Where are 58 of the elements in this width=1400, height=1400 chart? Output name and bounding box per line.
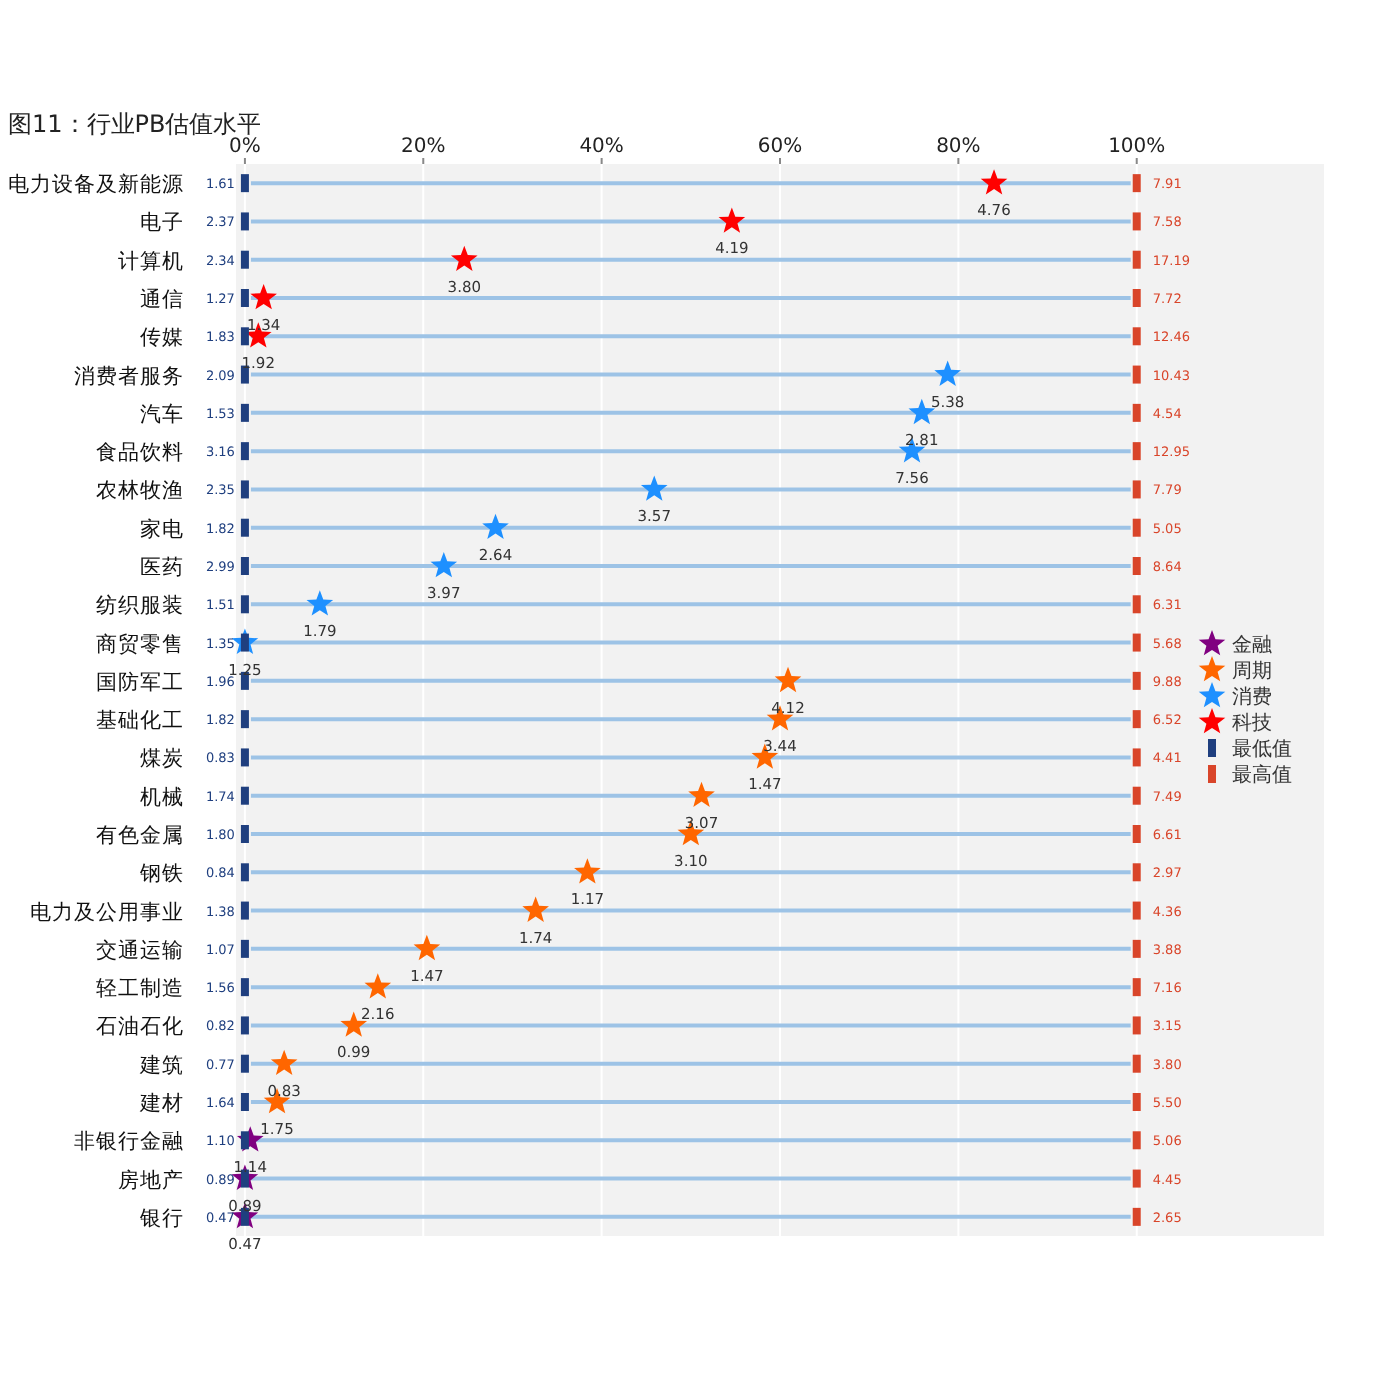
point <box>250 284 277 310</box>
legend-label: 最低值 <box>1232 739 1292 761</box>
legend-label: 最高值 <box>1232 763 1292 787</box>
point <box>270 1049 298 1076</box>
point <box>450 245 478 272</box>
y-tick-label: 电力设备及新能源 <box>8 171 184 198</box>
point <box>774 666 802 693</box>
point <box>718 207 746 233</box>
point <box>574 858 601 884</box>
y-tick-label: 交通运输 <box>96 936 184 963</box>
y-tick-label: 银行 <box>138 1206 184 1231</box>
point <box>482 513 509 540</box>
point <box>413 934 441 961</box>
y-tick-label: 房地产 <box>118 1166 184 1193</box>
point <box>688 781 715 808</box>
x-tick-label: 60% <box>757 136 803 158</box>
legend-label: 科技 <box>1232 711 1272 735</box>
y-tick-label: 建材 <box>138 1090 184 1116</box>
point <box>364 973 392 999</box>
y-tick-label: 国防军工 <box>96 668 184 695</box>
y-tick-label: 消费者服务 <box>74 362 184 389</box>
chart-title: 图11：行业PB估值水平 <box>8 110 262 138</box>
y-tick-label: 有色金属 <box>96 824 184 848</box>
y-tick-label: 石油石化 <box>96 1013 184 1040</box>
y-tick-label: 钢铁 <box>138 862 184 887</box>
x-tick-label: 40% <box>579 136 624 158</box>
y-tick-label: 基础化工 <box>96 707 184 734</box>
y-tick-label: 轻工制造 <box>96 975 184 1002</box>
y-tick-label: 汽车 <box>140 400 184 427</box>
y-tick-label: 传媒 <box>140 326 184 351</box>
y-tick-label: 医药 <box>140 554 184 580</box>
x-tick-label: 80% <box>936 136 981 158</box>
y-tick-label: 纺织服装 <box>96 592 184 619</box>
legend-label: 周期 <box>1232 659 1272 683</box>
point <box>306 590 334 616</box>
x-tick-label: 20% <box>401 136 446 158</box>
point <box>640 475 668 501</box>
point <box>934 360 961 386</box>
y-tick-label: 建筑 <box>138 1051 184 1078</box>
y-tick-label: 电力及公用事业 <box>30 898 184 925</box>
y-tick-label: 食品饮料 <box>96 439 184 466</box>
y-tick-label: 家电 <box>140 515 184 542</box>
y-tick-label: 商贸零售 <box>96 630 184 657</box>
point <box>522 896 549 922</box>
point <box>980 169 1008 195</box>
legend-label: 消费 <box>1232 685 1272 709</box>
y-tick-label: 煤炭 <box>140 745 184 772</box>
y-tick-label: 电子 <box>140 209 184 236</box>
y-tick-label: 计算机 <box>118 247 184 274</box>
point <box>430 552 458 578</box>
legend-label: 金融 <box>1232 633 1272 657</box>
y-tick-label: 机械 <box>140 783 184 810</box>
x-tick-label: 0% <box>229 136 261 158</box>
x-tick-label: 100% <box>1108 136 1166 158</box>
y-tick-label: 通信 <box>140 286 184 312</box>
y-tick-label: 非银行金融 <box>74 1128 184 1155</box>
point <box>908 398 936 425</box>
y-tick-label: 农林牧渔 <box>96 477 184 504</box>
